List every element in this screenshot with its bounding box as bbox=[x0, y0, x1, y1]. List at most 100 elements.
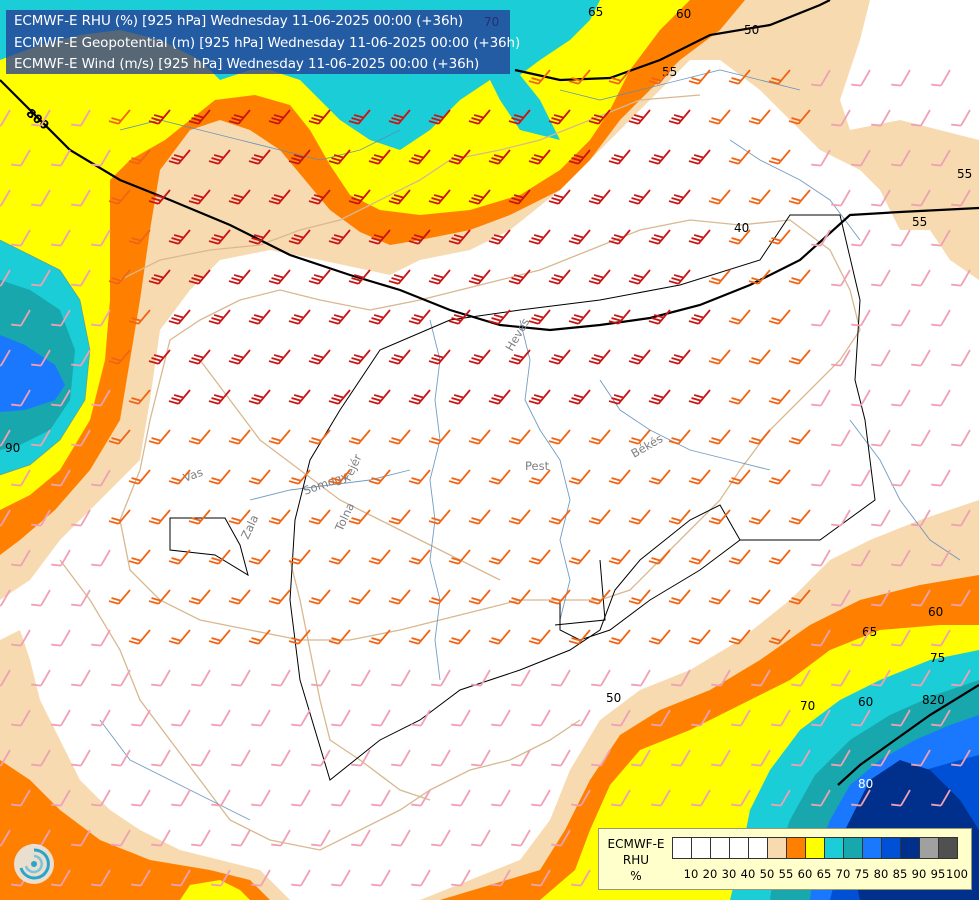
wind-barb-icon bbox=[768, 69, 791, 85]
wind-barb-icon bbox=[511, 829, 531, 847]
wind-barb-icon bbox=[911, 749, 931, 767]
wind-barb-icon bbox=[951, 669, 971, 687]
wind-barb-icon bbox=[108, 589, 131, 605]
wind-barb-icon bbox=[51, 229, 71, 247]
wind-barb-icon bbox=[428, 349, 451, 365]
wind-barb-icon bbox=[51, 869, 71, 887]
wind-barb-icon bbox=[251, 789, 271, 807]
wind-barb-icon bbox=[51, 309, 71, 327]
wind-barb-icon bbox=[348, 349, 371, 365]
wind-barb-icon bbox=[851, 549, 871, 567]
wind-barb-icon bbox=[628, 429, 651, 445]
wind-barb-icon bbox=[31, 509, 51, 527]
wind-barb-icon bbox=[248, 149, 271, 165]
wind-barb-icon bbox=[308, 189, 331, 205]
wind-barb-icon bbox=[668, 269, 691, 285]
wind-barb-icon bbox=[708, 189, 731, 205]
wind-barb-icon bbox=[291, 789, 311, 807]
wind-barb-icon bbox=[488, 469, 511, 485]
wind-barb-icon bbox=[768, 629, 791, 645]
wind-barb-icon bbox=[688, 549, 711, 565]
wind-barb-icon bbox=[11, 549, 31, 567]
wind-barb-icon bbox=[148, 109, 171, 125]
wind-barb-icon bbox=[608, 549, 631, 565]
wind-barb-icon bbox=[208, 389, 231, 405]
wind-barb-icon bbox=[831, 109, 851, 127]
wind-barb-icon bbox=[688, 229, 711, 245]
legend-tick: 50 bbox=[759, 867, 775, 881]
wind-barb-icon bbox=[368, 629, 391, 645]
wind-barb-icon bbox=[768, 309, 791, 325]
contour-label: 55 bbox=[912, 215, 927, 229]
wind-barb-icon bbox=[491, 789, 511, 807]
wind-barb-icon bbox=[371, 789, 391, 807]
legend-tick: 30 bbox=[721, 867, 737, 881]
wind-barb-icon bbox=[691, 789, 711, 807]
wind-barb-icon bbox=[548, 109, 571, 125]
legend-label-line: % bbox=[630, 869, 642, 883]
wind-barb-icon bbox=[0, 829, 11, 847]
wind-barb-icon bbox=[788, 109, 811, 125]
wind-barb-icon bbox=[568, 229, 591, 245]
wind-barb-icon bbox=[468, 509, 491, 525]
wind-barb-icon bbox=[891, 149, 911, 167]
contour-label: 60 bbox=[676, 7, 691, 21]
wind-barb-icon bbox=[311, 669, 331, 687]
wind-barb-icon bbox=[468, 109, 491, 125]
wind-barb-icon bbox=[728, 549, 751, 565]
wind-barb-icon bbox=[588, 189, 611, 205]
wind-barbs bbox=[0, 69, 971, 887]
wind-barb-icon bbox=[508, 589, 531, 605]
wind-barb-icon bbox=[568, 629, 591, 645]
wind-barb-icon bbox=[451, 869, 471, 887]
wind-barb-icon bbox=[408, 629, 431, 645]
wind-barb-icon bbox=[288, 149, 311, 165]
wind-barb-icon bbox=[211, 869, 231, 887]
wind-barb-icon bbox=[628, 509, 651, 525]
wind-barb-icon bbox=[588, 349, 611, 365]
wind-barb-icon bbox=[71, 749, 91, 767]
legend-swatch bbox=[710, 837, 730, 859]
wind-barb-icon bbox=[788, 429, 811, 445]
wind-barb-icon bbox=[248, 309, 271, 325]
legend-swatch bbox=[938, 837, 958, 859]
wind-barb-icon bbox=[11, 709, 31, 727]
wind-barb-icon bbox=[408, 389, 431, 405]
wind-barb-icon bbox=[251, 709, 271, 727]
wind-barb-icon bbox=[951, 189, 971, 207]
wind-barb-icon bbox=[208, 149, 231, 165]
wind-barb-icon bbox=[71, 349, 91, 367]
wind-barb-icon bbox=[768, 469, 791, 485]
wind-barb-icon bbox=[831, 589, 851, 607]
wind-barb-icon bbox=[548, 589, 571, 605]
wind-barb-icon bbox=[831, 189, 851, 207]
wind-barb-icon bbox=[548, 189, 571, 205]
wind-barb-icon bbox=[711, 749, 731, 767]
wind-barb-icon bbox=[108, 509, 131, 525]
wind-barb-icon bbox=[548, 349, 571, 365]
wind-barb-icon bbox=[871, 349, 891, 367]
wind-barb-icon bbox=[648, 229, 671, 245]
legend-tick: 65 bbox=[816, 867, 832, 881]
wind-barb-icon bbox=[791, 749, 811, 767]
wind-barb-icon bbox=[11, 229, 31, 247]
wind-barb-icon bbox=[528, 229, 551, 245]
wind-barb-icon bbox=[428, 429, 451, 445]
legend-swatch bbox=[672, 837, 692, 859]
wind-barb-icon bbox=[208, 469, 231, 485]
wind-barb-icon bbox=[751, 749, 771, 767]
wind-barb-icon bbox=[308, 589, 331, 605]
wind-barb-icon bbox=[351, 829, 371, 847]
wind-barb-icon bbox=[288, 229, 311, 245]
legend-swatch bbox=[900, 837, 920, 859]
wind-barb-icon bbox=[471, 829, 491, 847]
contour-label: 820 bbox=[922, 693, 945, 707]
wind-barb-icon bbox=[608, 69, 631, 85]
wind-barb-icon bbox=[51, 389, 71, 407]
wind-barb-icon bbox=[651, 709, 671, 727]
wind-barb-icon bbox=[108, 269, 131, 285]
wind-barb-icon bbox=[931, 229, 951, 247]
legend-label-line: ECMWF-E bbox=[607, 837, 665, 851]
wind-barb-icon bbox=[851, 389, 871, 407]
wind-barb-icon bbox=[551, 829, 571, 847]
